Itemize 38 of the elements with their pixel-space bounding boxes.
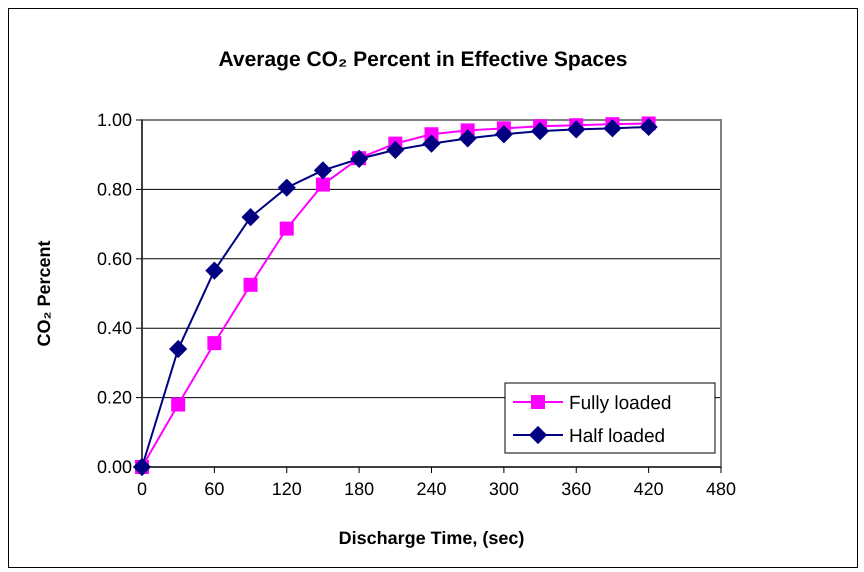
point bbox=[603, 119, 622, 138]
point bbox=[530, 122, 550, 140]
x-tick-label: 120 bbox=[272, 479, 302, 499]
x-tick-label: 420 bbox=[634, 479, 664, 499]
point bbox=[567, 120, 586, 138]
point bbox=[171, 398, 186, 412]
y-tick-label: 0.00 bbox=[96, 457, 132, 477]
x-tick-label: 360 bbox=[561, 479, 592, 499]
x-tick-label: 0 bbox=[136, 479, 148, 499]
legend-label: Fully loaded bbox=[569, 393, 672, 414]
point bbox=[278, 178, 296, 197]
point bbox=[640, 118, 658, 136]
chart-title: Average CO₂ Percent in Effective Spaces bbox=[218, 48, 628, 71]
point bbox=[422, 134, 441, 153]
x-tick-label: 240 bbox=[416, 479, 447, 499]
x-tick-label: 60 bbox=[204, 479, 224, 499]
point bbox=[458, 129, 477, 148]
y-tick-label: 0.40 bbox=[96, 318, 132, 338]
point bbox=[314, 161, 332, 180]
y-tick-label: 1.00 bbox=[96, 110, 132, 130]
point bbox=[205, 262, 224, 280]
y-tick-label: 0.80 bbox=[96, 179, 132, 200]
point bbox=[280, 222, 294, 236]
point bbox=[241, 208, 260, 226]
point bbox=[169, 340, 188, 358]
x-tick-label: 480 bbox=[706, 479, 736, 499]
x-axis-title: Discharge Time, (sec) bbox=[338, 528, 524, 548]
point bbox=[494, 125, 513, 144]
y-axis-title: CO₂ Percent bbox=[34, 240, 54, 347]
point bbox=[207, 336, 222, 350]
x-tick-label: 180 bbox=[344, 479, 374, 499]
y-tick-label: 0.20 bbox=[96, 388, 132, 408]
point bbox=[316, 178, 330, 192]
point bbox=[386, 140, 404, 159]
legend-label: Half loaded bbox=[569, 426, 666, 447]
point bbox=[244, 278, 258, 292]
y-tick-label: 0.60 bbox=[96, 248, 132, 269]
x-tick-label: 300 bbox=[488, 479, 519, 499]
